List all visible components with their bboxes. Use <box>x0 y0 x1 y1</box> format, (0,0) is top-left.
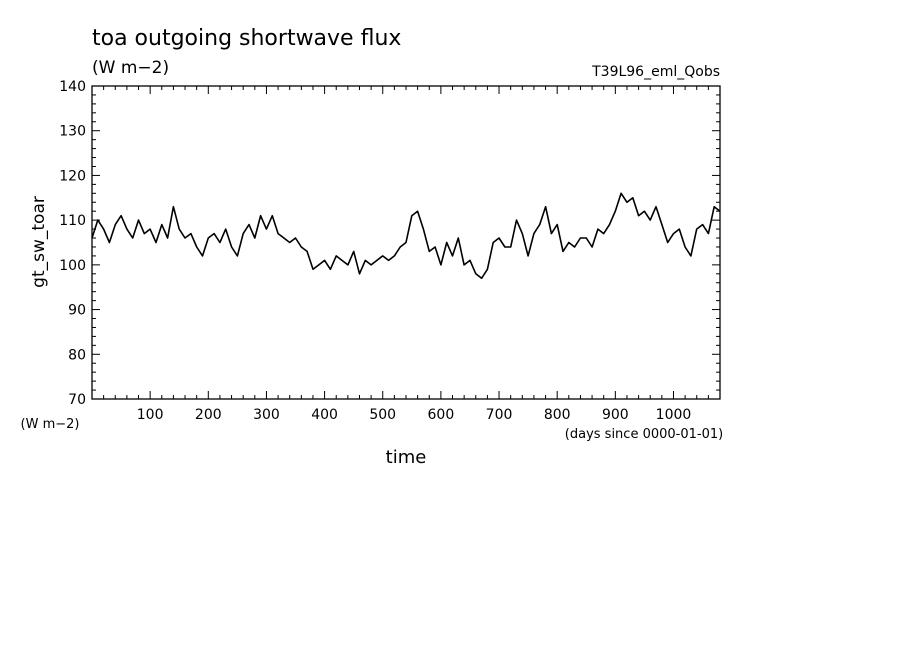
x-units-label: (days since 0000-01-01) <box>565 427 723 442</box>
y-tick-label: 110 <box>59 213 86 229</box>
series-line <box>91 192 721 280</box>
y-tick-labels: 70 80 90 100 110 120 130 140 <box>59 79 86 408</box>
y-tick-label: 130 <box>59 124 86 140</box>
y-tick-label: 140 <box>59 79 86 95</box>
x-tick-label: 400 <box>311 407 338 423</box>
y-tick-label: 90 <box>68 303 86 319</box>
x-axis-label: time <box>386 447 427 468</box>
y-axis-label: gt_sw_toar <box>29 196 49 288</box>
run-label: T39L96_eml_Qobs <box>591 64 720 80</box>
y-tick-label: 120 <box>59 168 86 184</box>
x-tick-label: 500 <box>369 407 396 423</box>
x-tick-label: 300 <box>253 407 280 423</box>
y-tick-label: 70 <box>68 392 86 408</box>
x-tick-label: 700 <box>486 407 513 423</box>
x-tick-label: 200 <box>195 407 222 423</box>
x-tick-label: 900 <box>602 407 629 423</box>
x-tick-label: 800 <box>544 407 571 423</box>
chart-units: (W m−2) <box>92 58 169 78</box>
y-tick-label: 80 <box>68 347 86 363</box>
chart-title: toa outgoing shortwave flux <box>92 26 401 51</box>
x-tick-label: 600 <box>428 407 455 423</box>
x-tick-label: 1000 <box>656 407 692 423</box>
x-tick-label: 100 <box>137 407 164 423</box>
y-tick-label: 100 <box>59 258 86 274</box>
x-tick-labels: 100 200 300 400 500 600 700 800 900 1000 <box>137 407 692 423</box>
y-units-label: (W m−2) <box>21 417 80 432</box>
